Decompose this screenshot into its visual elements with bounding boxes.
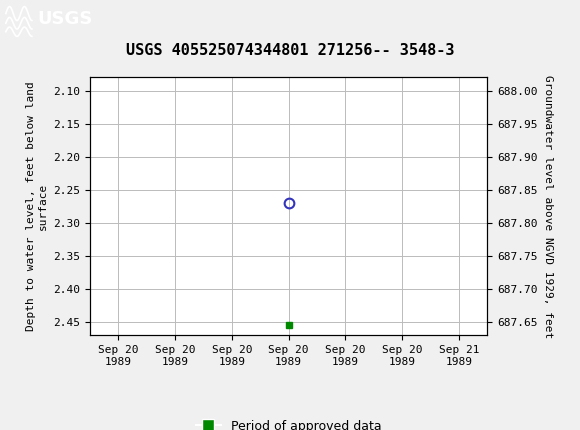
Text: USGS 405525074344801 271256-- 3548-3: USGS 405525074344801 271256-- 3548-3 bbox=[126, 43, 454, 58]
Text: USGS: USGS bbox=[38, 10, 93, 28]
Y-axis label: Groundwater level above NGVD 1929, feet: Groundwater level above NGVD 1929, feet bbox=[543, 75, 553, 338]
Y-axis label: Depth to water level, feet below land
surface: Depth to water level, feet below land su… bbox=[26, 82, 48, 331]
Legend: Period of approved data: Period of approved data bbox=[191, 415, 386, 430]
